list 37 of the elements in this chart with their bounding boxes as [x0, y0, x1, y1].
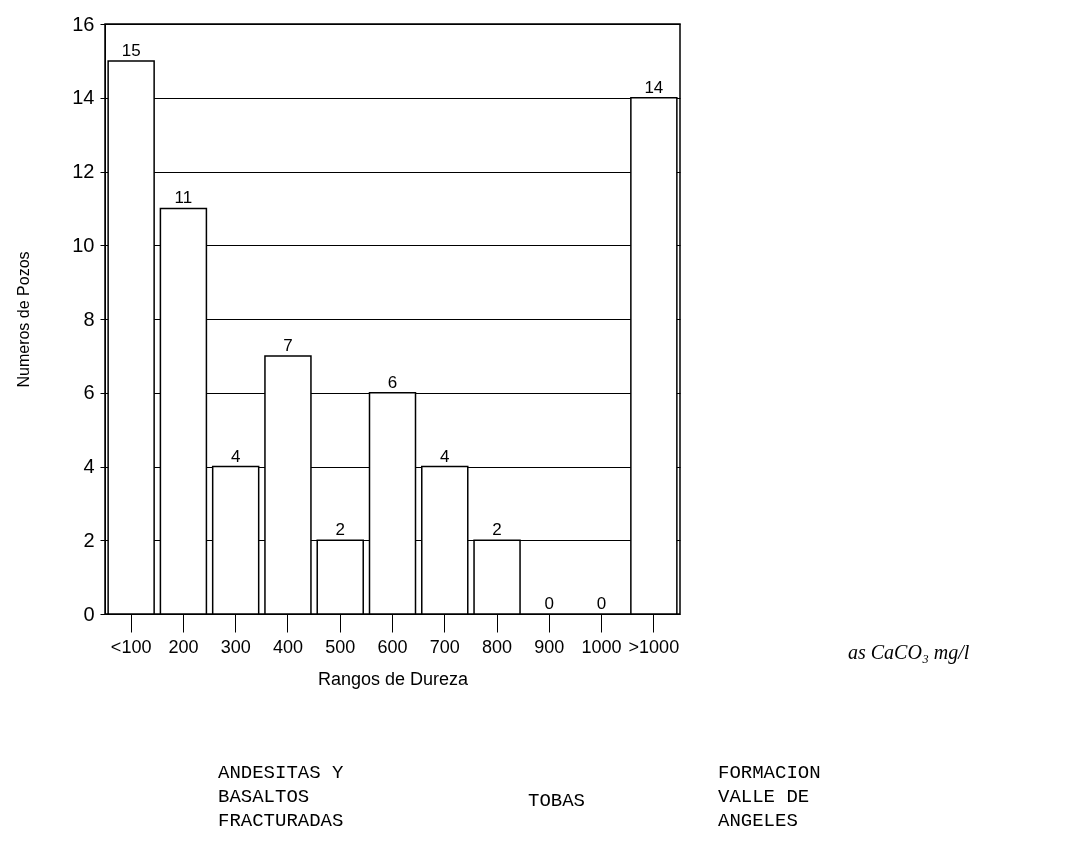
y-tick-label: 16 [72, 12, 95, 35]
y-tick-label: 14 [72, 86, 95, 109]
data-label: 7 [283, 335, 293, 355]
text: ANDESITAS Y BASALTOS FRACTURADAS [218, 762, 345, 834]
x-axis-title: Rangos de Dureza [317, 668, 470, 689]
x-tick-label: 400 [272, 636, 303, 657]
x-tick-label: 900 [534, 636, 565, 657]
y-tick-label: 4 [83, 455, 95, 477]
y-tick-label: 12 [72, 160, 95, 182]
y-tick-label: 2 [83, 528, 95, 551]
data-label: 0 [596, 594, 607, 613]
data-label: 4 [230, 446, 241, 466]
x-tick-label: 500 [325, 636, 356, 657]
data-label: 4 [440, 446, 450, 466]
x-tick-label: 300 [220, 636, 251, 657]
y-tick-label: 8 [83, 307, 95, 330]
data-label: 15 [121, 40, 141, 60]
text: FORMACION VALLE DE ANGELES [718, 762, 822, 834]
y-tick-label: 6 [83, 381, 95, 404]
data-label: 6 [387, 372, 398, 392]
x-tick-label: 200 [168, 636, 199, 657]
data-label: 14 [644, 77, 664, 97]
x-tick-label: 700 [429, 636, 460, 657]
data-label: 2 [492, 520, 502, 540]
y-axis-title: Numeros de Pozos [15, 251, 33, 388]
text: TOBAS [528, 790, 586, 814]
x-tick-label: >1000 [628, 636, 680, 657]
data-label: 0 [544, 594, 555, 613]
data-label: 11 [174, 188, 193, 208]
text: as CaCO₃ mg/l [848, 640, 971, 665]
x-tick-label: 600 [377, 636, 408, 657]
x-tick-label: 800 [482, 636, 513, 657]
x-tick-label: 1000 [581, 636, 622, 657]
y-tick-label: 0 [83, 602, 95, 625]
data-label: 2 [335, 520, 345, 540]
y-tick-label: 10 [72, 233, 95, 256]
x-tick-label: <100 [110, 636, 152, 657]
